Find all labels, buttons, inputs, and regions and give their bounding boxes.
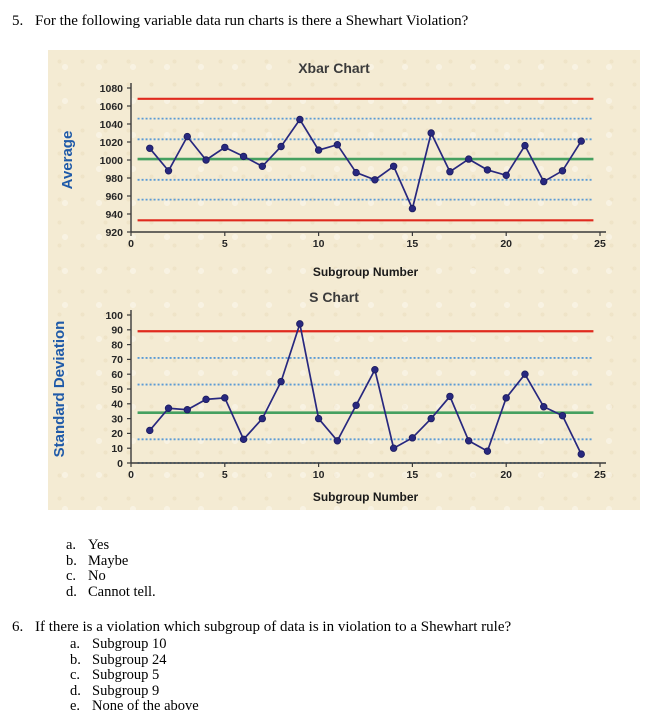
q6-option-d: d. Subgroup 9: [70, 682, 662, 700]
svg-text:10: 10: [111, 443, 123, 455]
question-6-number: 6.: [12, 619, 24, 635]
svg-text:980: 980: [105, 173, 123, 185]
svg-text:30: 30: [111, 413, 123, 425]
q5-option-c: c. No: [66, 568, 662, 585]
option-letter: c.: [66, 568, 77, 584]
option-letter: d.: [70, 682, 81, 699]
q5-option-b: b. Maybe: [66, 552, 662, 570]
option-label: Subgroup 5: [92, 667, 160, 683]
option-letter: b.: [70, 651, 81, 668]
svg-text:1060: 1060: [100, 101, 124, 113]
svg-text:920: 920: [105, 227, 123, 239]
option-letter: e.: [70, 698, 81, 714]
svg-text:0: 0: [117, 458, 123, 470]
option-label: Yes: [88, 537, 110, 553]
option-letter: a.: [66, 537, 77, 553]
svg-text:Xbar Chart: Xbar Chart: [298, 60, 370, 76]
svg-text:20: 20: [111, 428, 123, 440]
svg-text:Average: Average: [59, 131, 76, 190]
q6-options: a. Subgroup 10 b. Subgroup 24 c. Subgrou…: [70, 636, 662, 715]
svg-text:20: 20: [500, 238, 512, 250]
option-label: Subgroup 10: [92, 636, 167, 652]
q6-option-e: e. None of the above: [70, 698, 662, 715]
q5-option-a: a. Yes: [66, 537, 662, 554]
svg-text:80: 80: [111, 339, 123, 351]
option-label: Subgroup 9: [92, 682, 160, 699]
svg-text:70: 70: [111, 354, 123, 366]
svg-text:100: 100: [105, 310, 123, 322]
svg-text:Subgroup Number: Subgroup Number: [313, 490, 419, 504]
svg-text:Standard Deviation: Standard Deviation: [51, 321, 68, 458]
svg-text:60: 60: [111, 369, 123, 381]
option-letter: a.: [70, 636, 81, 652]
svg-text:1020: 1020: [100, 137, 124, 149]
svg-text:Subgroup Number: Subgroup Number: [313, 265, 419, 279]
q6-option-b: b. Subgroup 24: [70, 651, 662, 669]
q5-options: a. Yes b. Maybe c. No d. Cannot tell.: [66, 537, 662, 601]
question-6: 6. If there is a violation which subgrou…: [12, 618, 662, 637]
svg-text:10: 10: [313, 238, 325, 250]
svg-text:1040: 1040: [100, 119, 124, 131]
svg-text:25: 25: [594, 469, 606, 481]
question-5: 5. For the following variable data run c…: [0, 0, 662, 31]
svg-text:15: 15: [407, 469, 419, 481]
svg-text:10: 10: [313, 469, 325, 481]
s-chart: S Chart 0 10 20 30 40 50 60 70 80 90 100 0 5 10 15 20 25 S…: [51, 289, 606, 504]
option-label: Cannot tell.: [88, 583, 156, 600]
q5-option-d: d. Cannot tell.: [66, 583, 662, 601]
svg-text:50: 50: [111, 384, 123, 396]
option-label: No: [88, 568, 106, 584]
svg-text:960: 960: [105, 191, 123, 203]
q6-option-c: c. Subgroup 5: [70, 667, 662, 684]
svg-text:1080: 1080: [100, 83, 124, 95]
svg-text:5: 5: [222, 469, 228, 481]
option-label: Maybe: [88, 552, 129, 569]
svg-text:15: 15: [407, 238, 419, 250]
q6-option-a: a. Subgroup 10: [70, 636, 662, 653]
svg-text:S Chart: S Chart: [309, 289, 359, 305]
option-letter: b.: [66, 552, 77, 569]
option-label: None of the above: [92, 698, 199, 714]
svg-text:20: 20: [500, 469, 512, 481]
question-5-text: For the following variable data run char…: [35, 13, 469, 29]
svg-text:0: 0: [128, 238, 134, 250]
option-letter: c.: [70, 667, 81, 683]
run-charts-figure: Xbar Chart 920 940 960 980 1000 1020 1040 1060 10…: [48, 50, 640, 510]
svg-text:40: 40: [111, 399, 123, 411]
svg-text:90: 90: [111, 325, 123, 337]
svg-text:25: 25: [594, 238, 606, 250]
option-label: Subgroup 24: [92, 651, 167, 668]
question-5-number: 5.: [12, 13, 24, 29]
option-letter: d.: [66, 583, 77, 600]
svg-text:0: 0: [128, 469, 134, 481]
question-6-text: If there is a violation which subgroup o…: [35, 619, 512, 635]
svg-text:1000: 1000: [100, 155, 124, 167]
svg-text:5: 5: [222, 238, 228, 250]
svg-text:940: 940: [105, 209, 123, 221]
xbar-chart: Xbar Chart920940960980100010201040106010…: [59, 60, 606, 279]
